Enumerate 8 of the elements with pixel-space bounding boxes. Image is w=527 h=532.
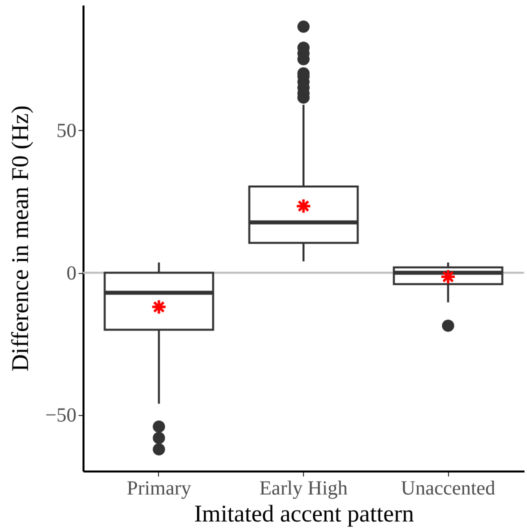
y-tick-label: −50	[45, 404, 76, 427]
y-axis-title: Difference in mean F0 (Hz)	[8, 105, 34, 372]
y-tick-label: 0	[66, 262, 76, 284]
y-tick-label: 50	[56, 120, 76, 142]
x-tick-label: Unaccented	[400, 478, 496, 500]
x-axis-title: Imitated accent pattern	[194, 502, 414, 528]
x-tick-label: Early High	[259, 478, 348, 500]
x-tick-label: Primary	[126, 478, 192, 500]
